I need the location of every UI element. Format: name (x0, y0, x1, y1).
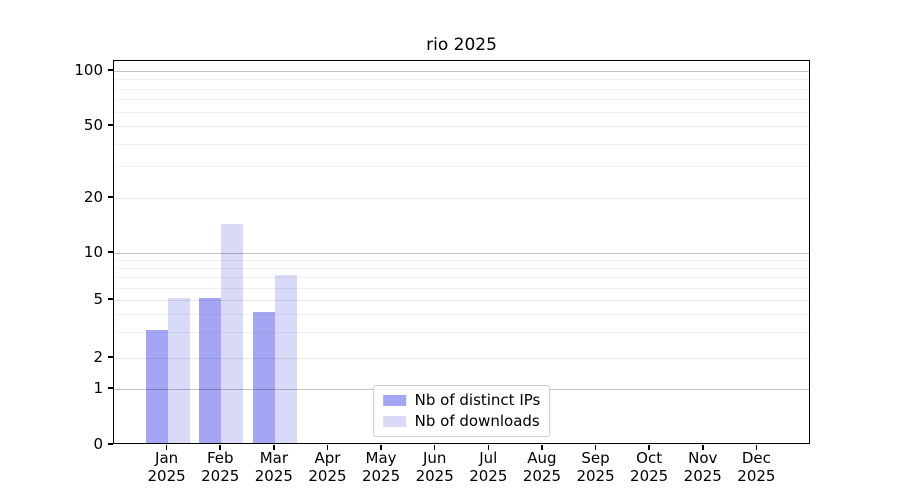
x-tick-label-dec: Dec 2025 (711, 449, 801, 485)
gridline-y-50 (114, 126, 809, 127)
legend-swatch-downloads-icon (382, 416, 406, 427)
bar-downloads-mar (274, 275, 297, 443)
bar-distinct-ips-feb (199, 298, 222, 443)
legend-item-distinct-ips: Nb of distinct IPs (382, 391, 541, 409)
bar-downloads-feb (221, 224, 244, 443)
gridline-y-9 (114, 260, 809, 262)
legend-item-downloads: Nb of downloads (382, 412, 541, 430)
x-tick-label-may: May 2025 (336, 449, 426, 485)
y-tick-label-20: 20 (83, 188, 103, 206)
legend-label-distinct-ips: Nb of distinct IPs (414, 391, 541, 409)
gridline-y-60 (114, 111, 809, 113)
x-tick-mark-aug (541, 445, 543, 450)
x-tick-label-jul: Jul 2025 (443, 449, 533, 485)
x-tick-mark-sep (594, 445, 597, 450)
legend-box: Nb of distinct IPs Nb of downloads (372, 385, 551, 437)
x-tick-mark-dec (755, 445, 758, 450)
gridline-y-3 (114, 332, 809, 334)
x-tick-year: 2025 (576, 466, 615, 485)
x-tick-year: 2025 (415, 466, 454, 485)
x-tick-mark-may (380, 445, 382, 450)
y-tick-label-10: 10 (83, 243, 103, 261)
x-tick-year: 2025 (630, 466, 669, 485)
x-tick-mark-nov (702, 445, 704, 450)
y-tick-mark-1 (108, 387, 113, 389)
gridline-y-100 (114, 71, 809, 72)
bar-distinct-ips-jan (145, 330, 168, 443)
x-tick-label-feb: Feb 2025 (175, 449, 265, 485)
x-tick-label-jun: Jun 2025 (390, 449, 480, 485)
x-tick-mark-apr (326, 445, 329, 450)
legend-label-downloads: Nb of downloads (414, 412, 540, 430)
x-tick-month: May (365, 449, 397, 467)
y-tick-mark-10 (108, 251, 113, 253)
x-tick-label-nov: Nov 2025 (658, 449, 748, 485)
gridline-y-5 (114, 300, 809, 301)
gridline-y-8 (114, 268, 809, 270)
y-tick-mark-2 (108, 356, 113, 358)
x-tick-mark-jul (487, 445, 490, 450)
y-tick-label-50: 50 (83, 116, 103, 134)
x-tick-month: Aug (527, 449, 557, 467)
x-tick-year: 2025 (683, 466, 722, 485)
gridline-y-6 (114, 287, 809, 289)
x-tick-label-oct: Oct 2025 (604, 449, 694, 485)
y-tick-mark-50 (108, 124, 113, 126)
x-tick-month: Feb (206, 449, 234, 467)
y-tick-mark-5 (108, 298, 113, 300)
chart-title: rio 2025 (426, 35, 497, 55)
y-tick-mark-100 (108, 69, 113, 71)
y-tick-mark-20 (108, 196, 113, 198)
bar-downloads-jan (167, 298, 190, 443)
y-tick-label-100: 100 (74, 61, 103, 79)
x-tick-year: 2025 (254, 466, 293, 485)
gridline-y-70 (114, 99, 809, 101)
x-tick-month: Oct (636, 449, 663, 467)
x-tick-month: Mar (259, 449, 288, 467)
x-tick-year: 2025 (147, 466, 186, 485)
plot-area: Nb of distinct IPs Nb of downloads (113, 60, 810, 444)
bar-distinct-ips-mar (252, 312, 275, 443)
x-tick-year: 2025 (361, 466, 401, 485)
gridline-y-10 (114, 253, 809, 254)
x-tick-mark-feb (219, 445, 221, 450)
x-tick-month: Dec (741, 449, 771, 467)
x-tick-month: Sep (581, 449, 610, 467)
y-tick-label-2: 2 (93, 348, 103, 366)
y-tick-label-1: 1 (93, 379, 103, 397)
x-tick-label-apr: Apr 2025 (282, 449, 372, 485)
gridline-y-2 (114, 358, 809, 359)
x-tick-month: Jul (479, 449, 498, 467)
x-tick-mark-mar (273, 445, 275, 450)
gridline-y-7 (114, 277, 809, 279)
gridline-y-20 (114, 198, 809, 199)
gridline-y-80 (114, 88, 809, 90)
y-tick-label-5: 5 (93, 290, 103, 308)
x-tick-mark-jan (165, 445, 168, 450)
gridline-y-4 (114, 314, 809, 316)
legend-swatch-distinct-ips-icon (382, 395, 406, 406)
gridline-y-40 (114, 143, 809, 145)
x-tick-mark-jun (433, 445, 436, 450)
x-tick-month: Jan (155, 449, 179, 467)
gridline-y-90 (114, 79, 809, 81)
x-tick-mark-oct (648, 445, 650, 450)
x-tick-year: 2025 (308, 466, 347, 485)
y-tick-mark-0 (108, 443, 113, 445)
gridline-y-30 (114, 166, 809, 168)
x-tick-label-sep: Sep 2025 (551, 449, 641, 485)
x-tick-year: 2025 (522, 466, 562, 485)
x-tick-year: 2025 (469, 466, 508, 485)
x-tick-month: Nov (688, 449, 718, 467)
x-tick-month: Apr (314, 449, 341, 467)
x-tick-label-aug: Aug 2025 (497, 449, 587, 485)
x-tick-year: 2025 (737, 466, 776, 485)
x-tick-label-jan: Jan 2025 (122, 449, 212, 485)
y-tick-label-0: 0 (93, 435, 103, 453)
x-tick-label-mar: Mar 2025 (229, 449, 319, 485)
x-tick-year: 2025 (201, 466, 240, 485)
x-tick-month: Jun (422, 449, 447, 467)
